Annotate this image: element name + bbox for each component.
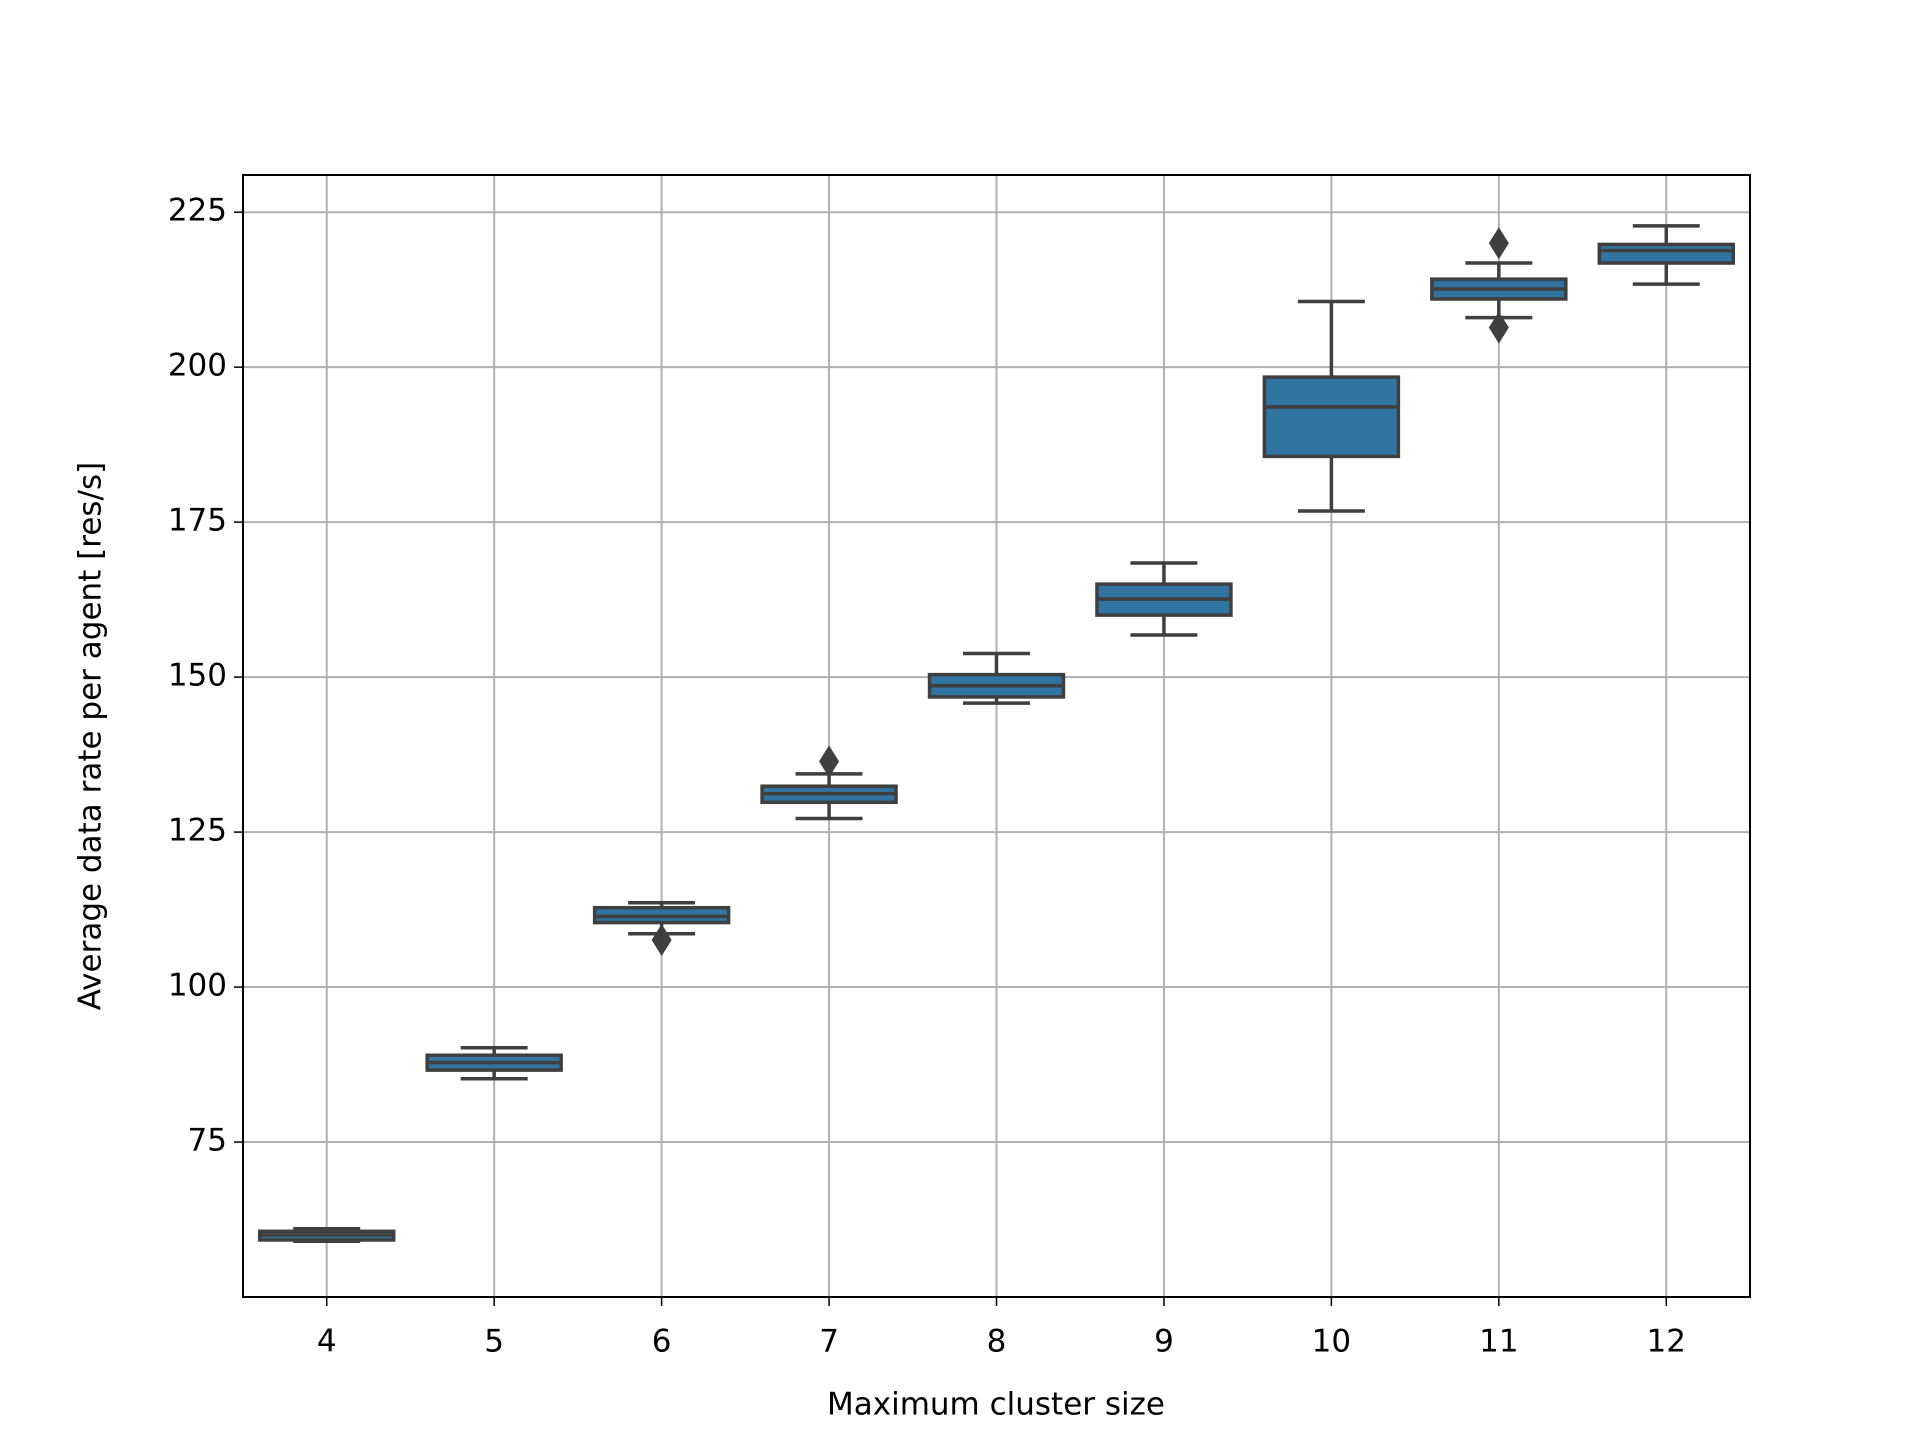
x-tick-label: 5 [484,1324,504,1360]
x-axis-label: Maximum cluster size [827,1387,1165,1423]
x-tick-label: 4 [317,1324,337,1360]
outlier [819,745,840,778]
outlier [1488,311,1509,344]
x-tick-label: 6 [652,1324,672,1360]
box [1262,375,1401,459]
box [1597,242,1736,265]
y-tick-label: 100 [168,968,227,1004]
x-tick-label: 12 [1647,1324,1686,1360]
y-tick-label: 125 [168,813,227,849]
y-tick-label: 200 [168,348,227,384]
outlier [1488,227,1509,260]
x-tick-label: 9 [1154,1324,1174,1360]
x-tick-label: 11 [1479,1324,1518,1360]
y-tick-label: 175 [168,503,227,539]
y-tick-label: 75 [188,1123,227,1159]
y-tick-label: 150 [168,658,227,694]
y-axis-label: Average data rate per agent [res/s] [73,462,109,1010]
x-tick-label: 7 [819,1324,839,1360]
x-tick-label: 10 [1312,1324,1351,1360]
plot-frame [242,174,1751,1298]
outlier [651,923,672,956]
y-tick-label: 225 [168,193,227,229]
x-tick-label: 8 [987,1324,1007,1360]
